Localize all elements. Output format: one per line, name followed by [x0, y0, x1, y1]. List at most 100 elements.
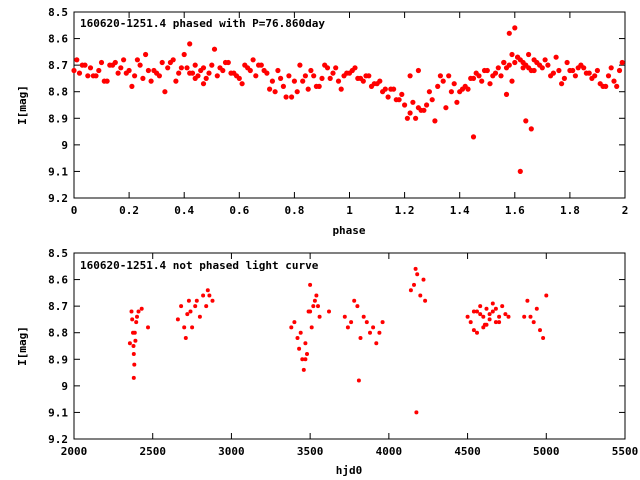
y-tick-label: 8.6	[48, 33, 68, 46]
data-point	[185, 312, 190, 317]
data-point	[523, 118, 529, 124]
data-point	[136, 309, 141, 314]
data-point	[616, 67, 623, 74]
data-point	[481, 67, 488, 74]
data-point	[421, 107, 427, 113]
data-point	[611, 78, 617, 84]
data-point	[261, 67, 267, 74]
data-point	[352, 298, 357, 303]
data-point	[135, 314, 139, 319]
data-point	[415, 67, 421, 74]
data-point	[531, 320, 536, 325]
data-point	[327, 75, 333, 81]
data-point	[506, 314, 511, 319]
data-point	[572, 73, 579, 79]
data-point	[497, 320, 502, 325]
data-point	[382, 86, 388, 92]
data-point	[537, 62, 543, 68]
data-point	[512, 59, 518, 66]
x-tick-label: 2500	[139, 445, 166, 458]
data-point	[190, 325, 195, 330]
data-point	[481, 314, 486, 319]
x-tick-label: 4000	[376, 445, 403, 458]
data-point	[297, 62, 303, 68]
plot-frame	[73, 11, 626, 199]
data-point	[440, 78, 446, 84]
x-tick-label: 3500	[297, 445, 324, 458]
data-point	[132, 73, 138, 79]
y-tick-label: 8.8	[48, 86, 68, 99]
data-point	[197, 314, 202, 319]
data-point	[121, 57, 127, 63]
data-point	[181, 51, 187, 58]
data-point	[465, 86, 471, 92]
data-point	[608, 65, 614, 71]
x-tick-label: 1	[346, 204, 353, 217]
data-point	[322, 62, 328, 68]
data-point	[183, 336, 188, 340]
data-point	[542, 57, 548, 63]
data-point	[355, 304, 360, 309]
data-point	[312, 298, 317, 303]
data-point	[134, 57, 140, 63]
data-point	[482, 322, 487, 327]
data-point	[545, 62, 551, 68]
data-point	[538, 328, 542, 333]
data-point	[385, 94, 391, 100]
data-point	[146, 325, 150, 330]
x-axis-label: phase	[332, 224, 365, 237]
data-point	[437, 73, 443, 79]
data-point	[317, 314, 322, 319]
data-point	[76, 70, 83, 76]
data-point	[209, 62, 215, 68]
data-point	[451, 81, 457, 87]
data-point	[592, 73, 598, 79]
y-tick-label: 8.7	[48, 300, 68, 313]
y-tick-label: 9	[61, 380, 68, 393]
data-point	[298, 330, 303, 335]
data-point	[115, 70, 121, 76]
axis-ticks: 2000 2500 3000 3500 4000 4500 5000 5500 8.5 8.6 8.…	[48, 247, 638, 458]
x-tick-label: 0.4	[174, 204, 194, 217]
data-point	[85, 73, 91, 79]
data-point	[151, 67, 157, 74]
data-point	[520, 65, 526, 71]
data-point	[311, 304, 316, 309]
data-point	[176, 70, 182, 76]
data-point	[490, 309, 495, 314]
data-point	[253, 73, 259, 79]
data-point	[553, 54, 559, 60]
data-point	[500, 304, 505, 309]
data-point	[345, 325, 350, 330]
data-point	[459, 86, 466, 92]
data-point	[175, 317, 180, 322]
data-point	[210, 298, 215, 303]
data-point	[470, 134, 477, 140]
data-point	[479, 78, 485, 84]
data-point	[245, 65, 251, 71]
x-tick-label: 3000	[218, 445, 245, 458]
x-tick-label: 0.8	[284, 204, 304, 217]
data-point	[314, 293, 319, 298]
data-point	[87, 65, 94, 71]
data-point	[139, 306, 144, 311]
data-point	[432, 118, 438, 124]
data-point	[423, 298, 428, 303]
data-point	[525, 298, 530, 303]
x-tick-label: 4500	[454, 445, 481, 458]
data-point	[178, 65, 184, 71]
data-point	[256, 62, 262, 68]
data-point	[214, 73, 220, 79]
data-point	[528, 126, 534, 132]
data-point	[130, 317, 135, 322]
data-point	[131, 352, 136, 356]
data-point	[228, 70, 234, 76]
data-point	[272, 89, 278, 95]
data-point	[201, 293, 206, 298]
data-point	[148, 78, 154, 84]
data-point	[132, 362, 137, 367]
data-point	[187, 70, 193, 76]
data-point	[493, 306, 498, 311]
data-point	[134, 320, 139, 325]
data-point	[407, 110, 413, 116]
